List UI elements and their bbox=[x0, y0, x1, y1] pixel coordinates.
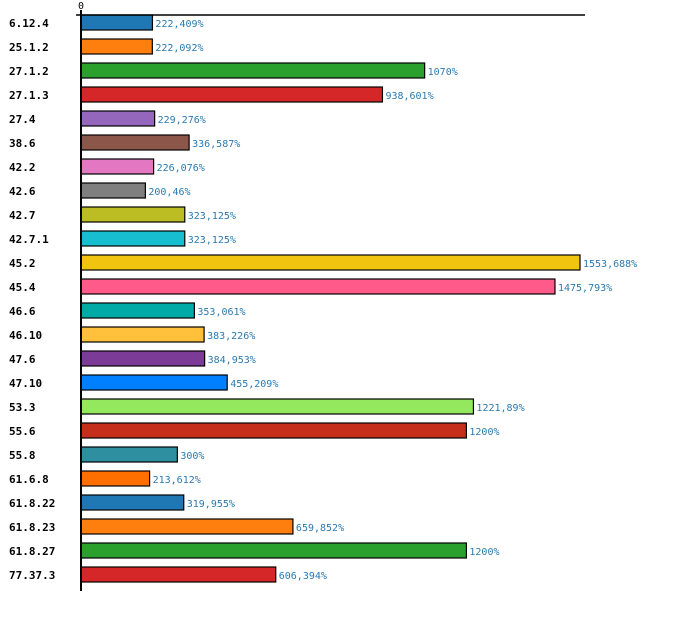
category-label: 46.10 bbox=[9, 329, 42, 342]
category-label: 61.8.23 bbox=[9, 521, 55, 534]
bars-layer: 6.12.4 222,409% 25.1.2 222,092% 27.1.2 1070% 2… bbox=[9, 14, 637, 583]
value-label: 1475,793% bbox=[558, 283, 612, 294]
value-label: 1200% bbox=[469, 427, 499, 438]
category-label: 27.4 bbox=[9, 113, 36, 126]
value-label: 455,209% bbox=[230, 379, 278, 390]
bar-47.6 bbox=[80, 350, 206, 367]
bar-53.3 bbox=[80, 398, 475, 415]
category-label: 46.6 bbox=[9, 305, 36, 318]
category-label: 61.6.8 bbox=[9, 473, 49, 486]
bar-46.6 bbox=[80, 302, 195, 319]
bar-42.2 bbox=[80, 158, 155, 175]
bar-25.1.2 bbox=[80, 38, 153, 55]
category-label: 55.8 bbox=[9, 449, 36, 462]
bar-61.8.23 bbox=[80, 518, 294, 535]
value-label: 300% bbox=[180, 451, 204, 462]
category-label: 42.7.1 bbox=[9, 233, 49, 246]
bar-42.7.1 bbox=[80, 230, 186, 247]
value-label: 226,076% bbox=[157, 163, 205, 174]
bar-6.12.4 bbox=[80, 14, 154, 31]
value-label: 606,394% bbox=[279, 571, 327, 582]
value-label: 213,612% bbox=[153, 475, 201, 486]
category-label: 47.10 bbox=[9, 377, 42, 390]
value-label: 1200% bbox=[469, 547, 499, 558]
category-label: 38.6 bbox=[9, 137, 36, 150]
bar-61.8.22 bbox=[80, 494, 185, 511]
bar-42.6 bbox=[80, 182, 146, 199]
value-label: 659,852% bbox=[296, 523, 344, 534]
value-label: 1070% bbox=[428, 67, 458, 78]
category-label: 61.8.22 bbox=[9, 497, 55, 510]
value-label: 222,092% bbox=[155, 43, 203, 54]
bar-45.4 bbox=[80, 278, 556, 295]
category-label: 42.6 bbox=[9, 185, 36, 198]
x-tick-label-0: 0 bbox=[78, 1, 84, 12]
category-label: 53.3 bbox=[9, 401, 36, 414]
category-label: 61.8.27 bbox=[9, 545, 55, 558]
category-label: 47.6 bbox=[9, 353, 36, 366]
category-label: 77.37.3 bbox=[9, 569, 55, 582]
category-label: 55.6 bbox=[9, 425, 36, 438]
category-label: 42.2 bbox=[9, 161, 36, 174]
bar-27.4 bbox=[80, 110, 156, 127]
bar-38.6 bbox=[80, 134, 190, 151]
value-label: 222,409% bbox=[155, 19, 203, 30]
value-label: 353,061% bbox=[197, 307, 245, 318]
value-label: 323,125% bbox=[188, 235, 236, 246]
bar-55.8 bbox=[80, 446, 178, 463]
bar-45.2 bbox=[80, 254, 581, 271]
value-label: 384,953% bbox=[208, 355, 256, 366]
bar-77.37.3 bbox=[80, 566, 277, 583]
bar-55.6 bbox=[80, 422, 468, 439]
value-label: 323,125% bbox=[188, 211, 236, 222]
category-label: 27.1.3 bbox=[9, 89, 49, 102]
bar-42.7 bbox=[80, 206, 186, 223]
bar-46.10 bbox=[80, 326, 205, 343]
value-label: 319,955% bbox=[187, 499, 235, 510]
category-label: 42.7 bbox=[9, 209, 36, 222]
bar-27.1.2 bbox=[80, 62, 426, 79]
value-label: 938,601% bbox=[385, 91, 433, 102]
category-label: 6.12.4 bbox=[9, 17, 49, 30]
value-label: 1221,89% bbox=[476, 403, 524, 414]
bar-27.1.3 bbox=[80, 86, 384, 103]
value-label: 336,587% bbox=[192, 139, 240, 150]
value-label: 1553,688% bbox=[583, 259, 637, 270]
value-label: 383,226% bbox=[207, 331, 255, 342]
category-label: 25.1.2 bbox=[9, 41, 49, 54]
bar-61.6.8 bbox=[80, 470, 151, 487]
bar-47.10 bbox=[80, 374, 228, 391]
category-label: 45.4 bbox=[9, 281, 36, 294]
value-label: 200,46% bbox=[148, 187, 190, 198]
category-label: 27.1.2 bbox=[9, 65, 49, 78]
value-label: 229,276% bbox=[158, 115, 206, 126]
bar-61.8.27 bbox=[80, 542, 468, 559]
category-label: 45.2 bbox=[9, 257, 36, 270]
